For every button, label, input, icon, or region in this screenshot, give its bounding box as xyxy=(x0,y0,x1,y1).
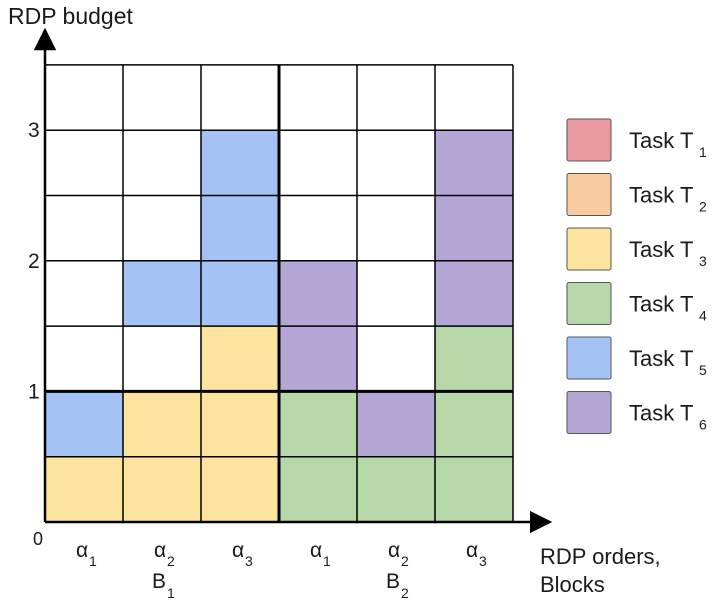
x-tick-label: α xyxy=(76,539,88,562)
legend-swatch xyxy=(566,336,612,380)
y-tick-label: 2 xyxy=(28,250,40,273)
legend: Task T 1 Task T 2 Task T 3 Task T 4 Task T 5 Task … xyxy=(566,118,707,434)
x-tick-label: α xyxy=(154,539,166,562)
legend-subscript: 4 xyxy=(699,308,707,324)
x-tick-subscript: 2 xyxy=(401,553,409,569)
cell-task-4 xyxy=(357,456,435,522)
cell-task-4 xyxy=(279,391,357,457)
legend-label: Task T xyxy=(629,183,693,208)
cell-task-6 xyxy=(435,130,513,196)
grid-cells xyxy=(45,130,513,522)
x-tick-label: α xyxy=(232,539,244,562)
block-subscript: 2 xyxy=(401,585,409,601)
legend-label: Task T xyxy=(629,401,693,426)
cell-task-6 xyxy=(435,260,513,327)
x-tick-label: α xyxy=(466,539,478,562)
x-tick-subscript: 2 xyxy=(167,553,175,569)
block-subscript: 1 xyxy=(167,585,175,601)
cell-task-6 xyxy=(279,326,357,392)
cell-task-5 xyxy=(123,260,201,327)
x-tick-subscript: 1 xyxy=(89,553,97,569)
legend-label: Task T xyxy=(629,346,693,371)
cell-task-4 xyxy=(435,456,513,522)
y-tick-label: 1 xyxy=(28,380,40,403)
cell-task-6 xyxy=(279,260,357,327)
cell-task-4 xyxy=(435,391,513,457)
origin-label: 0 xyxy=(33,529,43,549)
x-axis-title-line2: Blocks xyxy=(540,572,605,597)
cell-task-3 xyxy=(201,391,279,457)
legend-subscript: 5 xyxy=(699,362,707,378)
cell-task-3 xyxy=(123,456,201,522)
legend-subscript: 3 xyxy=(699,253,707,269)
legend-swatch xyxy=(566,391,612,434)
x-tick-label: α xyxy=(310,539,322,562)
cell-task-5 xyxy=(201,195,279,261)
cell-task-5 xyxy=(201,130,279,196)
cell-task-3 xyxy=(45,456,123,522)
cell-task-5 xyxy=(45,391,123,457)
cell-task-5 xyxy=(201,260,279,327)
legend-subscript: 1 xyxy=(699,144,707,160)
cell-task-4 xyxy=(435,326,513,392)
cell-task-3 xyxy=(201,456,279,522)
x-tick-labels: α 1 α 2 α 3 α 1 α 2 α 3B 1 B 2 xyxy=(76,539,487,601)
block-label: B xyxy=(152,570,166,593)
y-axis-title: RDP budget xyxy=(8,3,133,29)
cell-task-6 xyxy=(357,391,435,457)
legend-swatch xyxy=(566,282,612,325)
block-label: B xyxy=(386,570,400,593)
x-tick-subscript: 3 xyxy=(479,553,487,569)
x-tick-subscript: 1 xyxy=(323,553,331,569)
legend-subscript: 2 xyxy=(699,199,707,215)
legend-swatch xyxy=(566,118,612,162)
grid-lines xyxy=(44,64,514,522)
cell-task-3 xyxy=(201,326,279,392)
x-tick-subscript: 3 xyxy=(245,553,253,569)
x-tick-label: α xyxy=(388,539,400,562)
legend-swatch xyxy=(566,227,612,271)
x-axis-title-line1: RDP orders, xyxy=(540,544,661,569)
cell-task-3 xyxy=(123,391,201,457)
legend-label: Task T xyxy=(629,292,693,317)
legend-label: Task T xyxy=(629,128,693,153)
legend-label: Task T xyxy=(629,237,693,262)
legend-swatch xyxy=(566,173,612,216)
y-tick-label: 3 xyxy=(28,119,40,142)
legend-subscript: 6 xyxy=(699,417,707,433)
cell-task-6 xyxy=(435,195,513,261)
cell-task-4 xyxy=(279,456,357,522)
y-tick-labels: 1 2 3 xyxy=(28,119,40,403)
